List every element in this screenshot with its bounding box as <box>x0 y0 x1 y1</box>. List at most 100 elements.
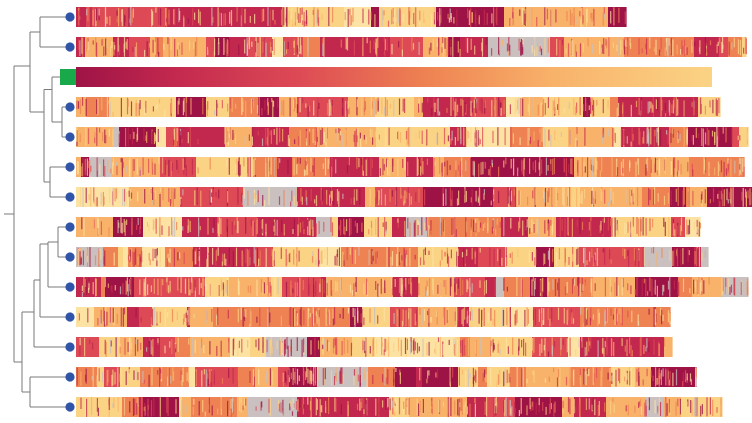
mosaic-speckle <box>447 220 449 236</box>
mosaic-speckle <box>555 187 557 207</box>
mosaic-speckle <box>499 99 501 117</box>
mosaic-speckle <box>120 217 122 233</box>
mosaic-speckle <box>237 221 239 234</box>
mosaic-speckle <box>708 277 710 285</box>
mosaic-speckle <box>386 158 388 168</box>
mosaic-speckle <box>228 247 230 265</box>
mosaic-speckle <box>207 372 210 386</box>
mosaic-speckle <box>341 367 343 384</box>
mosaic-speckle <box>282 408 285 416</box>
mosaic-speckle <box>552 158 554 176</box>
mosaic-speckle <box>446 38 448 57</box>
mosaic-speckle <box>273 38 275 55</box>
mosaic-speckle <box>441 162 443 177</box>
mosaic-speckle <box>149 341 151 357</box>
mosaic-speckle <box>398 278 401 294</box>
mosaic-speckle <box>126 192 128 206</box>
mosaic-speckle <box>338 225 340 231</box>
mosaic-speckle <box>436 19 438 27</box>
mosaic-speckle <box>344 12 346 21</box>
mosaic-speckle <box>670 37 672 56</box>
mosaic-speckle <box>614 307 616 326</box>
mosaic-speckle <box>403 200 405 206</box>
mosaic-speckle <box>317 340 320 350</box>
mosaic-speckle <box>436 310 438 318</box>
mosaic-speckle <box>479 280 481 288</box>
mosaic-speckle <box>646 38 648 55</box>
mosaic-speckle <box>251 41 253 47</box>
mosaic-speckle <box>524 405 526 413</box>
mosaic-speckle <box>460 129 463 144</box>
mosaic-speckle <box>112 403 114 408</box>
mosaic-speckle <box>552 248 554 262</box>
mosaic-speckle <box>708 161 710 177</box>
mosaic-speckle <box>570 40 573 55</box>
mosaic-speckle <box>466 279 468 293</box>
mosaic-speckle <box>420 230 422 235</box>
mosaic-speckle <box>370 157 372 177</box>
mosaic-speckle <box>104 166 106 177</box>
mosaic-speckle <box>80 257 82 265</box>
mosaic-speckle <box>436 99 438 109</box>
mosaic-speckle <box>640 406 642 416</box>
mosaic-speckle <box>654 279 656 295</box>
mosaic-speckle <box>472 367 474 384</box>
mosaic-speckle <box>621 278 623 296</box>
mosaic-speckle <box>549 403 551 414</box>
mosaic-speckle <box>534 278 536 290</box>
mosaic-speckle <box>375 98 377 115</box>
mosaic-speckle <box>168 368 170 386</box>
mosaic-speckle <box>427 286 429 296</box>
mosaic-speckle <box>298 13 300 23</box>
mosaic-segment <box>350 307 358 327</box>
mosaic-speckle <box>371 101 373 109</box>
mosaic-speckle <box>502 161 504 175</box>
mosaic-speckle <box>258 338 260 351</box>
mosaic-speckle <box>261 138 264 146</box>
mosaic-segment <box>79 127 90 147</box>
mosaic-speckle <box>594 399 596 416</box>
mosaic-speckle <box>377 402 379 415</box>
mosaic-speckle <box>701 252 703 261</box>
mosaic-speckle <box>712 99 714 114</box>
mosaic-speckle <box>466 310 468 324</box>
mosaic-segment <box>230 337 235 357</box>
mosaic-speckle <box>704 159 706 171</box>
mosaic-speckle <box>358 158 360 168</box>
mosaic-speckle <box>356 403 359 411</box>
mosaic-speckle <box>450 16 452 23</box>
mosaic-segment <box>462 187 477 207</box>
mosaic-speckle <box>510 408 512 415</box>
mosaic-speckle <box>86 279 88 295</box>
mosaic-segment <box>530 277 548 297</box>
mosaic-speckle <box>249 371 251 383</box>
mosaic-segment <box>362 307 391 327</box>
mosaic-speckle <box>267 157 270 177</box>
mosaic-speckle <box>410 98 412 116</box>
mosaic-speckle <box>209 157 211 170</box>
mosaic-speckle <box>496 218 498 225</box>
mosaic-speckle <box>228 133 230 139</box>
mosaic-speckle <box>611 218 613 237</box>
mosaic-speckle <box>668 379 670 386</box>
mosaic-speckle <box>531 219 533 232</box>
mosaic-speckle <box>432 106 434 117</box>
mosaic-speckle <box>108 128 110 137</box>
mosaic-speckle <box>167 367 169 387</box>
mosaic-segment <box>162 277 177 297</box>
mosaic-speckle <box>677 99 679 116</box>
mosaic-speckle <box>253 159 255 177</box>
mosaic-speckle <box>333 338 335 348</box>
mosaic-speckle <box>409 341 412 355</box>
mosaic-speckle <box>638 402 640 408</box>
mosaic-speckle <box>516 277 518 297</box>
mosaic-speckle <box>469 278 471 297</box>
mosaic-speckle <box>216 99 218 117</box>
mosaic-speckle <box>557 104 559 110</box>
mosaic-speckle <box>716 44 718 54</box>
mosaic-speckle <box>357 128 359 147</box>
mosaic-speckle <box>299 130 301 146</box>
mosaic-speckle <box>172 187 174 207</box>
mosaic-speckle <box>199 11 201 26</box>
mosaic-segment <box>249 157 254 177</box>
